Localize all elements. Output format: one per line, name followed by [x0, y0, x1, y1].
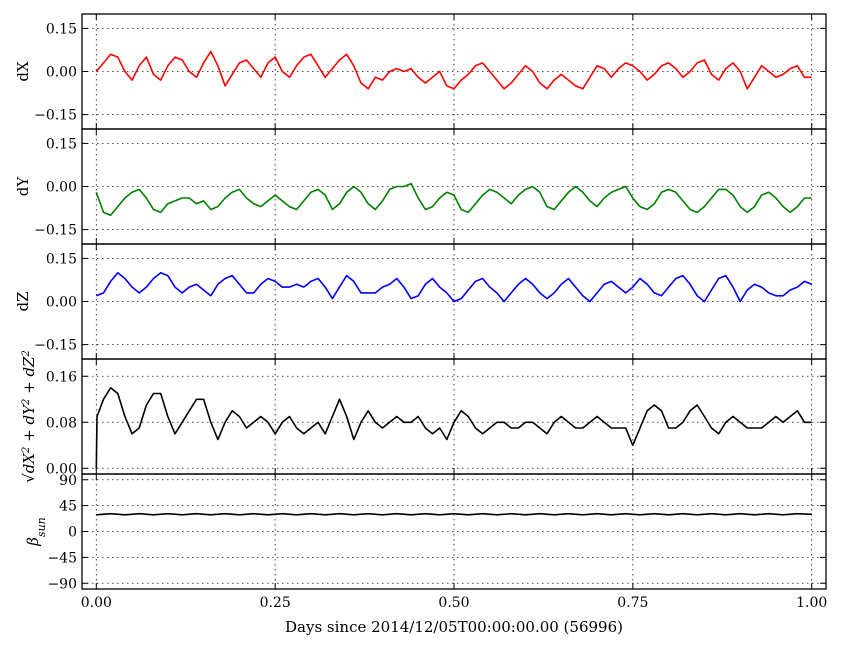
panel-dy-ytick-label-2: −0.15	[34, 223, 77, 239]
panel-dz-ytick-label-1: 0.00	[46, 295, 77, 311]
panel-mag-ylabel: √dX2 + dY2 + dZ2	[20, 350, 38, 483]
panel-beta-ytick-label-2: 0	[68, 525, 77, 541]
panel-dx-ytick-label-1: 0.00	[46, 65, 77, 81]
xtick-label-4: 1.00	[796, 595, 827, 611]
panel-dz-ylabel: dZ	[14, 291, 32, 311]
panel-beta-ytick-label-1: 45	[59, 499, 77, 515]
panel-dx: 0.15 0.00 −0.15 dX	[14, 13, 827, 130]
panel-dx-ylabel: dX	[14, 61, 32, 82]
panel-mag-ytick-label-0: 0.16	[46, 369, 77, 385]
panel-dy-ylabel: dY	[14, 176, 32, 197]
panel-beta-ytick-label-4: −90	[47, 576, 77, 592]
xtick-label-3: 0.75	[617, 595, 648, 611]
xtick-label-1: 0.25	[260, 595, 291, 611]
panel-dz-ytick-label-0: 0.15	[46, 251, 77, 267]
panel-mag-series-line	[95, 386, 812, 469]
xtick-label-0: 0.00	[81, 595, 112, 611]
panel-dy-ytick-label-0: 0.15	[46, 136, 77, 152]
panel-beta-ytick-label-0: 90	[59, 473, 77, 489]
panel-dz-ytick-label-2: −0.15	[34, 338, 77, 354]
panel-dy-series-line	[95, 182, 812, 217]
panel-beta-ylabel: βsun	[24, 517, 48, 547]
panel-dx-ytick-label-0: 0.15	[46, 21, 77, 37]
x-axis-label: Days since 2014/12/05T00:00:00.00 (56996…	[285, 618, 623, 636]
panel-beta-frame	[81, 473, 827, 590]
panel-beta: 90 45 0 −45 −90 βsun	[24, 473, 827, 592]
panel-beta-ytick-label-3: −45	[47, 550, 77, 566]
panel-mag-ytick-label-1: 0.08	[46, 415, 77, 431]
panel-dy-ytick-label-1: 0.00	[46, 180, 77, 196]
panels: 0.15 0.00 −0.15 dX 0.15 0.00 −0.15 dY 0.15 0.00 −0…	[14, 13, 827, 592]
x-axis: 0.00 0.25 0.50 0.75 1.00	[81, 595, 828, 611]
panel-dz-series-line	[96, 271, 812, 303]
panel-dx-series-line	[95, 50, 812, 90]
panel-beta-series-line	[96, 512, 812, 516]
panel-mag-ytick-label-2: 0.00	[46, 461, 77, 477]
xtick-label-2: 0.50	[438, 595, 469, 611]
panel-dx-ytick-label-2: −0.15	[34, 108, 77, 124]
